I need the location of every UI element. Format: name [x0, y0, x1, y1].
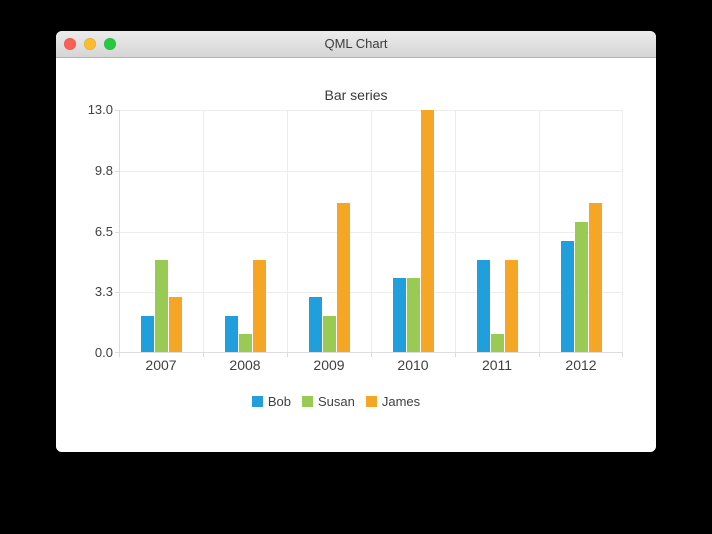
x-axis-tick-mark — [455, 353, 456, 357]
legend-label: James — [381, 394, 421, 409]
bar-susan-2007 — [154, 259, 168, 353]
gridline-vertical — [622, 110, 623, 353]
titlebar[interactable]: QML Chart — [56, 31, 656, 58]
y-axis-tick-label: 0.0 — [94, 345, 113, 360]
x-axis-tick-mark — [371, 353, 372, 357]
y-axis-tick-mark — [115, 170, 119, 172]
bar-james-2011 — [504, 259, 518, 353]
gridline-vertical — [455, 110, 456, 353]
x-axis-tick-mark — [622, 353, 623, 357]
legend-label: Susan — [317, 394, 355, 409]
gridline-vertical — [371, 110, 372, 353]
x-axis-tick-mark — [119, 353, 120, 357]
bar-susan-2012 — [574, 222, 588, 353]
legend-swatch-icon — [365, 396, 377, 407]
bar-bob-2008 — [224, 315, 238, 353]
x-axis-tick-mark — [539, 353, 540, 357]
legend: Bob Susan James — [56, 394, 636, 409]
bar-bob-2012 — [560, 240, 574, 353]
y-axis-tick-label: 13.0 — [87, 102, 113, 117]
bar-group-2011 — [476, 259, 518, 353]
bar-bob-2009 — [308, 296, 322, 353]
x-axis-tick-mark — [287, 353, 288, 357]
gridline-vertical — [539, 110, 540, 353]
x-axis-tick-label: 2009 — [313, 357, 345, 373]
gridline-vertical — [203, 110, 204, 353]
bar-group-2012 — [560, 203, 602, 353]
bar-susan-2011 — [490, 334, 504, 353]
legend-item-james: James — [365, 394, 421, 409]
y-axis-tick-mark — [115, 352, 119, 353]
plot-area — [119, 110, 623, 353]
bar-james-2009 — [336, 203, 350, 353]
bar-bob-2007 — [140, 315, 154, 353]
y-axis-tick-label: 3.3 — [94, 284, 113, 300]
legend-item-bob: Bob — [251, 394, 291, 409]
y-axis-line — [119, 110, 120, 353]
legend-label: Bob — [267, 394, 291, 409]
bar-group-2009 — [308, 203, 350, 353]
y-axis-tick-label: 9.8 — [94, 162, 113, 178]
bar-james-2012 — [588, 203, 602, 353]
x-axis-tick-label: 2012 — [565, 357, 597, 373]
x-axis-line — [119, 352, 623, 353]
x-axis-tick-label: 2010 — [397, 357, 429, 373]
zoom-button[interactable] — [104, 38, 116, 50]
legend-item-susan: Susan — [301, 394, 355, 409]
bar-group-2007 — [140, 259, 182, 353]
x-axis-tick-label: 2011 — [481, 357, 513, 373]
bar-james-2007 — [168, 296, 182, 353]
y-axis-tick-label: 6.5 — [94, 223, 113, 239]
x-axis-tick-mark — [203, 353, 204, 357]
bar-james-2008 — [252, 259, 266, 353]
bar-susan-2009 — [322, 315, 336, 353]
y-axis-tick-mark — [115, 110, 119, 111]
bar-susan-2010 — [406, 278, 420, 353]
bar-susan-2008 — [238, 334, 252, 353]
minimize-button[interactable] — [84, 38, 96, 50]
legend-swatch-icon — [251, 396, 263, 407]
bar-bob-2010 — [392, 278, 406, 353]
window-title: QML Chart — [324, 36, 388, 51]
y-axis-tick-mark — [115, 231, 119, 233]
chart-title: Bar series — [324, 87, 388, 103]
y-axis-tick-mark — [115, 292, 119, 294]
window-controls — [64, 38, 116, 50]
chart-view: Bar series 0.0 3.3 6.5 9.8 13.0 2007 2008 2009 2… — [56, 58, 656, 452]
close-button[interactable] — [64, 38, 76, 50]
bar-james-2010 — [420, 110, 434, 353]
x-axis-tick-label: 2007 — [145, 357, 177, 373]
bar-group-2008 — [224, 259, 266, 353]
legend-swatch-icon — [301, 396, 313, 407]
gridline-vertical — [287, 110, 288, 353]
x-axis-tick-label: 2008 — [229, 357, 261, 373]
bar-group-2010 — [392, 110, 434, 353]
app-window: QML Chart Bar series 0.0 3.3 6.5 9.8 13.0 200… — [56, 31, 656, 452]
bar-bob-2011 — [476, 259, 490, 353]
